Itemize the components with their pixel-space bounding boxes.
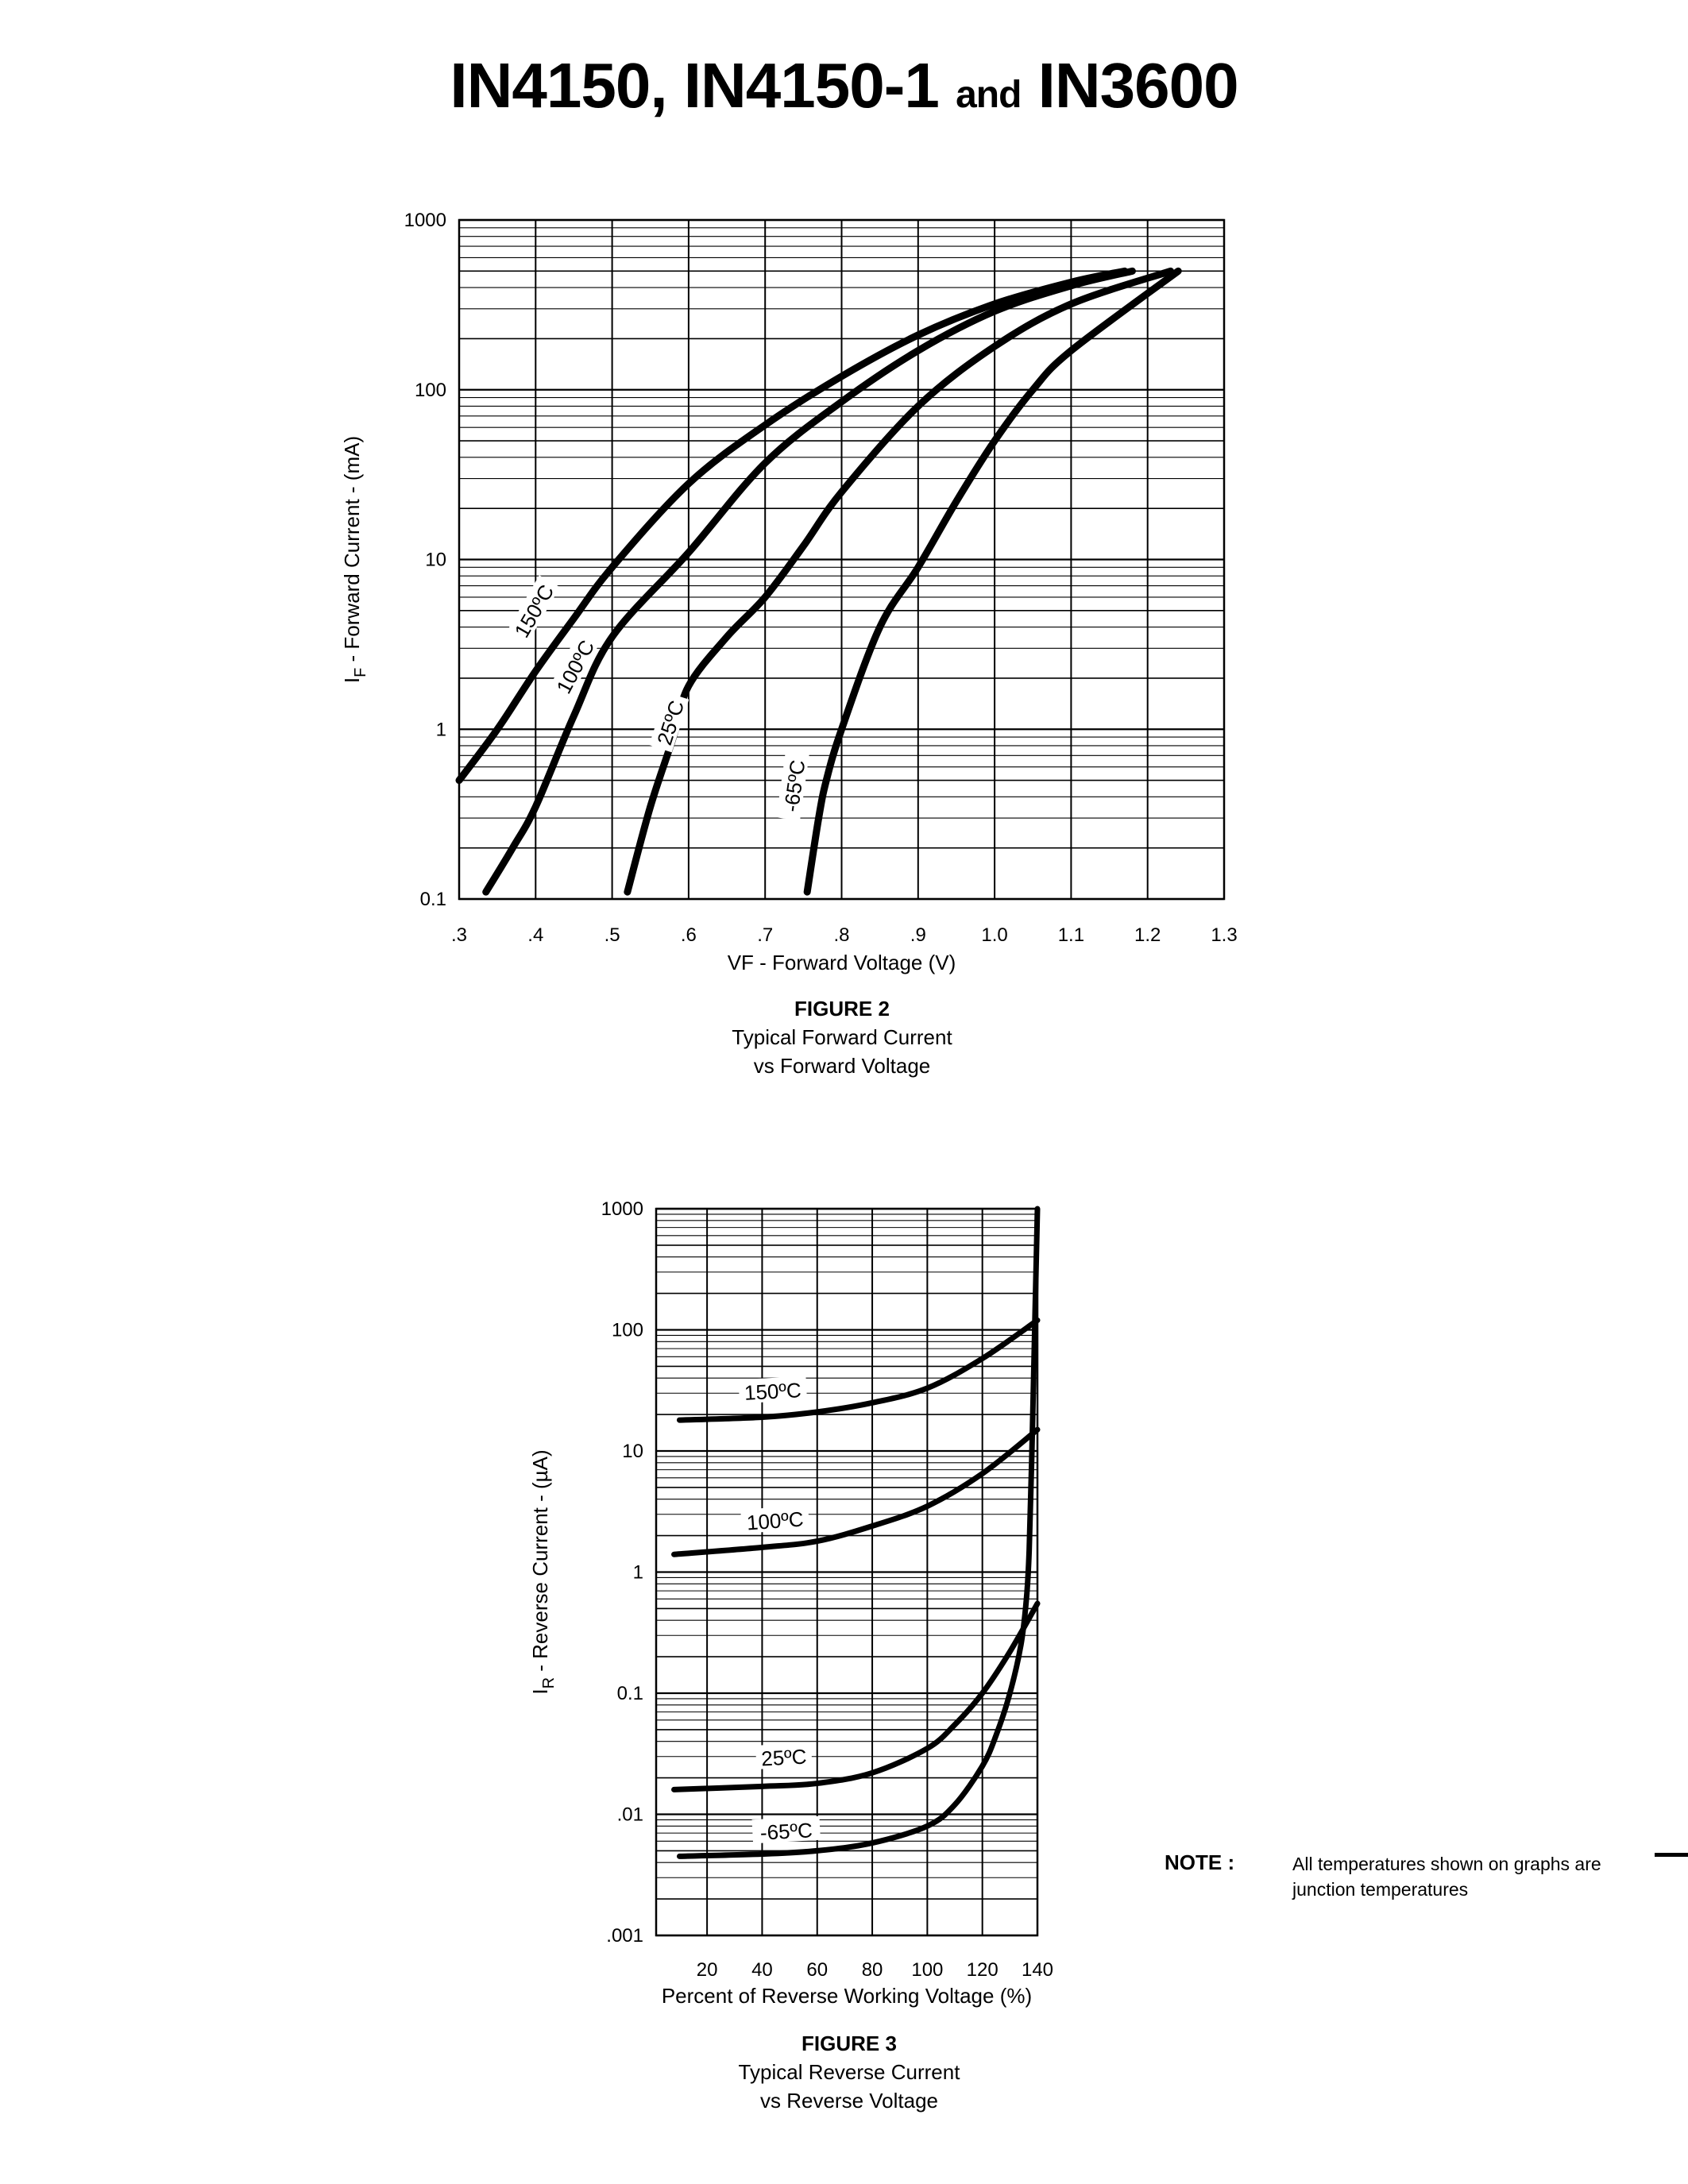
x-tick-label: 1.0 — [981, 924, 1007, 946]
x-tick-label: .9 — [910, 924, 926, 946]
y-axis-label-main: I — [340, 677, 364, 683]
y-tick-label: 1000 — [404, 210, 446, 231]
y-tick-label: 10 — [425, 550, 446, 571]
series-line-100ºC — [482, 267, 1136, 896]
note-text: All temperatures shown on graphs are jun… — [1292, 1854, 1601, 1900]
series-label-group: 25ºC — [755, 1742, 813, 1771]
page-title: IN4150, IN4150-1 and IN3600 — [0, 49, 1688, 122]
series-label-group: 150ºC — [738, 1376, 807, 1405]
x-axis-label: VF - Forward Voltage (V) — [728, 951, 956, 974]
x-tick-label: 140 — [1022, 1959, 1053, 1981]
y-tick-label: .001 — [606, 1925, 643, 1947]
series-label: 100ºC — [746, 1507, 805, 1535]
series-label: 150ºC — [744, 1378, 802, 1405]
figure-2-caption: FIGURE 2 Typical Forward Current vs Forw… — [604, 994, 1080, 1080]
x-tick-label: 1.3 — [1211, 924, 1237, 946]
edge-mark — [1655, 1853, 1688, 1857]
series-label-background — [649, 692, 689, 753]
y-tick-label: 100 — [415, 380, 446, 401]
x-tick-label: .3 — [451, 924, 467, 946]
series-line-150ºC — [455, 267, 1129, 785]
series-label-group: -65ºC — [751, 1815, 821, 1845]
x-axis-label: Percent of Reverse Working Voltage (%) — [662, 1984, 1032, 2008]
plot-frame — [458, 218, 1226, 901]
figure-2-caption-line1: Typical Forward Current — [732, 1025, 952, 1049]
y-axis-label: IR - Reverse Current - (µA) — [528, 1449, 558, 1694]
x-tick-label: 80 — [862, 1959, 883, 1981]
figure-2-caption-line2: vs Forward Voltage — [753, 1054, 931, 1078]
figure-2-label: FIGURE 2 — [794, 997, 890, 1021]
figure-3-caption-line1: Typical Reverse Current — [738, 2060, 960, 2084]
x-tick-label: .5 — [605, 924, 620, 946]
series-line-150ºC — [676, 1317, 1041, 1423]
y-tick-label: 1000 — [601, 1198, 643, 1220]
title-part-1: IN4150, IN4150-1 — [450, 50, 956, 121]
y-axis-label-rest: - Forward Current - (mA) — [340, 436, 364, 668]
y-tick-label: 1 — [436, 719, 446, 740]
series-line-25ºC — [671, 1600, 1041, 1792]
x-tick-label: 40 — [751, 1959, 773, 1981]
series-line-100ºC — [671, 1426, 1041, 1557]
y-axis-label-rest: - Reverse Current - (µA) — [528, 1449, 552, 1677]
figure-3-caption-line2: vs Reverse Voltage — [759, 2089, 938, 2113]
x-tick-label: .7 — [757, 924, 773, 946]
figure-3-caption: FIGURE 3 Typical Reverse Current vs Reve… — [611, 2029, 1087, 2115]
note-label: NOTE : — [1165, 1850, 1235, 1874]
figure-3-chart: .001 .01 0.1 1 10 100 1000 20 40 60 80 100 120 140 Per… — [528, 1198, 1053, 2008]
x-tick-label: .8 — [833, 924, 849, 946]
x-tick-label: .4 — [527, 924, 543, 946]
series-label: -65ºC — [759, 1818, 813, 1844]
y-tick-label: 100 — [612, 1320, 643, 1341]
y-tick-label: 0.1 — [420, 889, 446, 910]
series-label-group: -65ºC — [776, 751, 809, 821]
series-line--65ºC — [676, 1206, 1041, 1859]
title-and: and — [956, 74, 1022, 116]
series-label-background — [755, 1742, 813, 1769]
y-axis-label-sub: R — [540, 1677, 558, 1688]
title-part-3: IN3600 — [1021, 50, 1239, 121]
series-label-background — [776, 751, 809, 821]
series-label-background — [738, 1376, 807, 1404]
series-label: 25ºC — [652, 697, 689, 748]
series-label: 25ºC — [760, 1745, 807, 1771]
x-tick-label: .6 — [681, 924, 697, 946]
x-tick-label: 100 — [911, 1959, 943, 1981]
series-label-background — [505, 575, 560, 646]
x-tick-label: 120 — [967, 1959, 999, 1981]
series-label-background — [751, 1815, 821, 1844]
y-tick-label: 0.1 — [617, 1683, 643, 1704]
figure-3-label: FIGURE 3 — [802, 2032, 897, 2055]
series-line--65ºC — [803, 267, 1182, 896]
y-tick-label: 1 — [633, 1562, 643, 1584]
figure-2-chart: 0.1 1 10 100 1000 .3 .4 .5 .6 .7 .8 .9 1.0 1.1 1.2 1.3 V… — [340, 210, 1238, 974]
y-axis-label-main: I — [528, 1688, 552, 1694]
y-axis-label-sub: F — [352, 668, 369, 677]
series-label-background — [547, 631, 601, 702]
x-tick-label: 1.1 — [1058, 924, 1084, 946]
y-tick-label: 10 — [622, 1441, 643, 1462]
series-label-group: 100ºC — [740, 1505, 810, 1535]
series-label-background — [740, 1505, 810, 1534]
series-label-group: 25ºC — [649, 692, 689, 753]
y-axis-label: IF - Forward Current - (mA) — [340, 436, 369, 683]
plot-frame — [655, 1207, 1039, 1937]
x-tick-label: 1.2 — [1134, 924, 1161, 946]
y-tick-label: .01 — [617, 1804, 643, 1826]
x-tick-label: 60 — [806, 1959, 828, 1981]
x-tick-label: 20 — [697, 1959, 718, 1981]
